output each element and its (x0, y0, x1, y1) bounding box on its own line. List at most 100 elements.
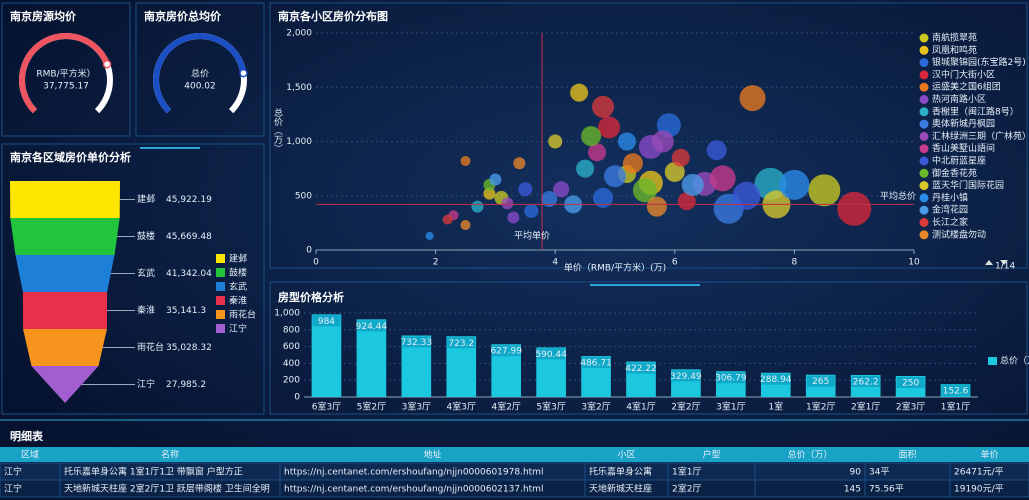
legend-swatch (919, 144, 929, 154)
legend-swatch (216, 296, 225, 305)
x-tick-label: 2室2厅 (671, 401, 700, 413)
x-tick-label: 1室2厅 (806, 401, 835, 413)
y-tick-label: 1,000 (286, 137, 312, 147)
panel (1, 143, 265, 415)
legend-swatch (919, 82, 929, 92)
value-label: 590.44 (535, 350, 567, 360)
table-cell: 19190元/平 (954, 484, 1004, 495)
pager-arrow[interactable] (985, 260, 993, 265)
x-tick-label: 4室2厅 (491, 401, 520, 413)
bubble (513, 157, 526, 170)
gauge-label: RMB/平方米） (36, 68, 95, 80)
value-label-box (447, 337, 476, 349)
value-label: 486.71 (580, 359, 612, 369)
bubble (553, 181, 570, 198)
table-cell: 75.56平 (869, 484, 904, 495)
legend-label: 汇林绿洲三期（广林苑） (932, 130, 1029, 142)
bubble (664, 161, 685, 182)
bubble (507, 211, 520, 224)
value-label: 250 (902, 379, 919, 389)
value-label-box (537, 348, 566, 360)
bubble (576, 159, 595, 178)
table-cell: 天地新城天柱座 2室2厅1卫 跃层带阁楼 卫生间全明 (64, 483, 270, 495)
table-cell: 江宁 (4, 483, 22, 495)
bubble (598, 116, 621, 139)
bubble (518, 182, 533, 197)
bubble (570, 83, 589, 102)
panel (135, 2, 265, 137)
value-label-box (627, 362, 655, 374)
value-label: 732.33 (401, 338, 433, 348)
gauge-pointer (239, 68, 248, 78)
x-tick-label: 2 (433, 258, 439, 268)
x-tick-label: 5室3厅 (536, 401, 565, 413)
value-label-box (357, 320, 386, 332)
bubble (425, 231, 434, 240)
value-label: 45,669.48 (166, 232, 212, 242)
value-label: 924.44 (356, 322, 388, 332)
table-cell: 26471元/平 (954, 467, 1004, 478)
table-cell: https://nj.centanet.com/ershoufang/njjn0… (284, 468, 543, 478)
bubble (681, 173, 704, 196)
legend-label: 蓝天华门国际花园 (932, 179, 1004, 191)
value-label-box (851, 375, 880, 387)
pager-arrow[interactable] (1000, 260, 1008, 265)
bubble (581, 126, 602, 147)
column-header: 地址 (423, 449, 441, 461)
legend-label: 香山美墅山語间 (932, 142, 995, 154)
y-tick-label: 500 (295, 191, 312, 201)
legend-swatch (919, 218, 929, 227)
column-header: 小区 (617, 450, 635, 461)
bubble (592, 95, 615, 118)
table-cell: 天地新城天柱座 (589, 483, 652, 495)
value-label: 422.22 (625, 364, 657, 374)
legend-swatch (919, 58, 929, 68)
bubble (604, 165, 626, 188)
value-label-box (492, 345, 521, 357)
legend-label: 香榭里（闽江路8号） (932, 105, 1019, 117)
x-tick-label: 0 (313, 258, 319, 268)
legend-label: 建邺 (229, 253, 247, 265)
bubble (622, 153, 643, 174)
y-tick-label: 1,000 (274, 309, 300, 319)
category-label: 江宁 (137, 378, 155, 390)
value-label: 45,922.19 (166, 195, 212, 205)
table-cell: https://nj.centanet.com/ershoufang/njjn0… (284, 485, 543, 495)
legend-label: 金湾花园 (932, 204, 968, 216)
bubble (460, 156, 471, 167)
legend-swatch (216, 254, 225, 263)
column-header: 户型 (702, 449, 720, 461)
table-title: 明细表 (10, 429, 44, 443)
column-header: 单价 (980, 449, 998, 461)
bubble (739, 85, 766, 112)
funnel-segment (10, 218, 120, 255)
legend-swatch (216, 268, 225, 277)
column-header: 总价（万） (787, 449, 832, 461)
value-label: 984 (318, 317, 335, 327)
y-tick-label: 600 (283, 342, 300, 352)
legend-swatch (919, 181, 929, 191)
value-label-box (312, 315, 341, 327)
legend-swatch (919, 131, 929, 141)
legend-label: 秦淮 (229, 295, 247, 307)
value-label: 329.49 (670, 372, 702, 382)
x-axis-title: 单价（RMB/平方米）(万) (564, 262, 666, 274)
value-label-box (806, 375, 835, 387)
legend-swatch (919, 119, 929, 129)
legend-swatch (919, 95, 929, 104)
table-cell: 托乐嘉单身公寓 (589, 466, 652, 478)
legend-swatch (919, 33, 929, 43)
bubble (471, 200, 484, 213)
value-label-box (716, 372, 745, 384)
funnel-segment (22, 292, 108, 329)
table-cell: 145 (844, 485, 861, 495)
legend-swatch (919, 45, 929, 55)
legend-label: 雨花台 (229, 309, 256, 321)
legend-swatch (216, 282, 225, 291)
bubble (524, 203, 539, 218)
table-cell: 2室2厅 (672, 483, 701, 495)
x-tick-label: 10 (908, 258, 920, 268)
table-cell: 90 (850, 468, 862, 478)
